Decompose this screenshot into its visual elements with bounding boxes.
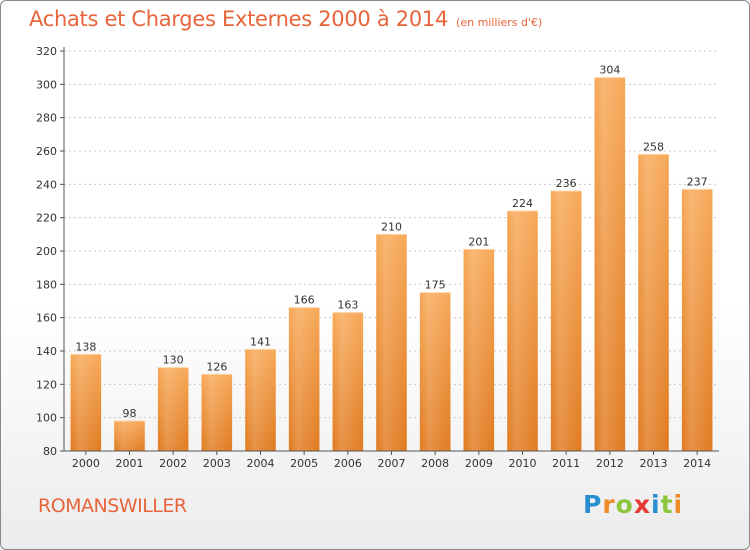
city-name: ROMANSWILLER	[38, 495, 187, 517]
y-tick-label: 240	[36, 178, 57, 191]
logo-letter: i	[673, 490, 684, 519]
y-tick-label: 200	[36, 245, 57, 258]
bar-highlight	[594, 77, 626, 452]
logo-letter: P	[583, 490, 603, 519]
bar-value-label: 138	[75, 340, 96, 353]
y-tick-label: 220	[36, 212, 57, 225]
bar-highlight	[157, 367, 189, 451]
x-tick-label: 2003	[203, 457, 231, 470]
bar-highlight	[507, 211, 538, 451]
y-tick-label: 160	[36, 312, 57, 325]
bar-highlight	[332, 312, 364, 451]
x-tick-label: 2002	[159, 457, 187, 470]
x-tick-label: 2009	[465, 457, 493, 470]
bar-value-label: 130	[163, 354, 184, 367]
logo-letter: x	[633, 490, 651, 519]
chart-title: Achats et Charges Externes 2000 à 2014	[29, 7, 449, 31]
logo-letter: i	[651, 490, 661, 519]
bar-value-label: 126	[206, 360, 227, 373]
x-tick-label: 2013	[640, 457, 668, 470]
x-tick-label: 2005	[290, 457, 318, 470]
logo-letter: r	[602, 490, 616, 519]
bar-value-label: 166	[294, 294, 315, 307]
bar-value-label: 224	[512, 197, 533, 210]
bar-highlight	[114, 421, 145, 451]
logo-letter: t	[660, 490, 674, 519]
x-tick-label: 2007	[378, 457, 406, 470]
proxiti-logo: Proxiti	[583, 490, 683, 519]
x-tick-label: 2014	[683, 457, 711, 470]
bar-value-label: 163	[337, 299, 358, 312]
x-tick-label: 2010	[509, 457, 537, 470]
bar-value-label: 236	[556, 177, 577, 190]
y-tick-label: 280	[36, 112, 57, 125]
x-tick-label: 2012	[596, 457, 624, 470]
y-tick-label: 140	[36, 345, 57, 358]
y-tick-label: 260	[36, 145, 57, 158]
y-tick-label: 100	[36, 412, 57, 425]
x-tick-label: 2008	[421, 457, 449, 470]
bar-value-label: 304	[599, 64, 620, 77]
bar-highlight	[245, 349, 276, 451]
y-tick-label: 320	[36, 45, 57, 58]
bar-value-label: 201	[468, 235, 489, 248]
chart-subtitle: (en milliers d'€)	[456, 16, 543, 29]
bar-value-label: 258	[643, 140, 664, 153]
bar-value-label: 237	[687, 175, 708, 188]
x-tick-label: 2001	[116, 457, 144, 470]
bar-highlight	[70, 354, 102, 451]
bar-highlight	[201, 374, 233, 451]
y-tick-label: 300	[36, 78, 57, 91]
title-row: Achats et Charges Externes 2000 à 2014 (e…	[29, 7, 542, 31]
bar-value-label: 98	[123, 407, 137, 420]
x-tick-label: 2000	[72, 457, 100, 470]
x-tick-label: 2006	[334, 457, 362, 470]
bar-highlight	[681, 189, 713, 452]
y-tick-label: 180	[36, 278, 57, 291]
bar-highlight	[376, 234, 407, 451]
bar-highlight	[638, 154, 669, 452]
bar-value-label: 210	[381, 220, 402, 233]
y-tick-label: 80	[43, 445, 57, 458]
bar-highlight	[419, 292, 451, 451]
y-tick-label: 120	[36, 378, 57, 391]
bar-value-label: 141	[250, 335, 271, 348]
bar-value-label: 175	[425, 279, 446, 292]
x-tick-label: 2004	[247, 457, 275, 470]
bar-highlight	[288, 307, 320, 451]
logo-letter: o	[615, 490, 634, 519]
x-tick-label: 2011	[552, 457, 580, 470]
bar-highlight	[550, 191, 582, 451]
bar-highlight	[463, 249, 495, 451]
